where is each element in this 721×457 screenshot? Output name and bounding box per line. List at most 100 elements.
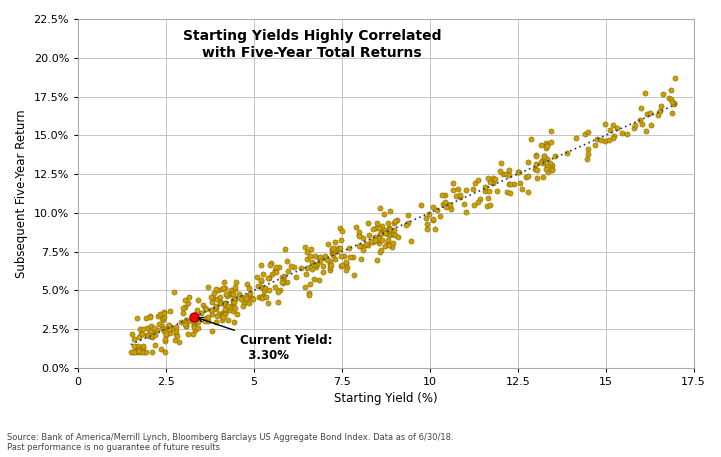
Point <box>300 244 311 251</box>
Point <box>583 150 594 158</box>
Point <box>137 325 149 333</box>
Point <box>278 274 289 282</box>
Point <box>384 207 396 215</box>
Point <box>255 277 266 284</box>
Point <box>541 155 553 162</box>
Point <box>157 317 169 324</box>
Point <box>531 160 542 168</box>
Point <box>258 287 270 295</box>
Point <box>195 309 206 316</box>
Point <box>331 247 342 255</box>
Point <box>281 279 293 286</box>
Point <box>180 303 191 311</box>
Point <box>158 308 169 316</box>
Point <box>376 223 388 230</box>
Point <box>540 165 552 172</box>
Point <box>583 145 594 152</box>
Point <box>544 160 555 167</box>
Point <box>406 237 417 244</box>
Point <box>340 260 352 267</box>
Point <box>309 253 321 260</box>
Point <box>257 270 268 277</box>
Point <box>313 276 324 284</box>
Point <box>503 181 515 188</box>
Point <box>479 183 491 191</box>
Point <box>218 278 230 286</box>
Point <box>219 300 231 307</box>
Point <box>156 314 167 322</box>
Point <box>445 206 456 213</box>
Point <box>228 298 239 305</box>
Point <box>500 170 512 177</box>
Point <box>472 176 484 184</box>
Point <box>138 342 149 350</box>
Point <box>538 159 549 167</box>
Point <box>155 310 167 318</box>
Point <box>603 127 615 134</box>
Point <box>255 293 266 300</box>
Point <box>138 343 149 350</box>
Point <box>314 257 326 265</box>
Point <box>160 331 172 339</box>
Point <box>314 253 326 260</box>
Point <box>337 228 348 235</box>
Point <box>666 98 678 106</box>
Point <box>421 225 433 233</box>
Point <box>472 198 484 206</box>
Point <box>303 289 314 297</box>
Point <box>579 131 590 138</box>
Point <box>133 333 144 340</box>
Point <box>547 165 558 173</box>
Point <box>288 264 300 271</box>
Point <box>191 307 203 314</box>
Point <box>495 159 507 167</box>
Point <box>251 274 262 281</box>
Point <box>454 191 466 199</box>
Point <box>373 225 385 232</box>
Point <box>428 216 439 223</box>
Point <box>280 258 292 265</box>
Point <box>382 230 394 238</box>
Point <box>202 317 213 324</box>
Point <box>535 141 547 149</box>
Point <box>655 107 666 115</box>
Point <box>335 244 346 252</box>
Point <box>367 225 379 233</box>
Point <box>210 304 221 312</box>
Text: Source: Bank of America/Merrill Lynch, Bloomberg Barclays US Aggregate Bond Inde: Source: Bank of America/Merrill Lynch, B… <box>7 433 454 452</box>
Point <box>295 264 306 271</box>
Point <box>668 101 680 108</box>
Point <box>327 251 339 258</box>
Point <box>420 214 432 221</box>
Point <box>132 346 143 354</box>
Point <box>202 313 213 320</box>
Point <box>384 232 396 239</box>
Point <box>636 104 647 112</box>
Point <box>382 236 394 244</box>
Point <box>338 252 350 259</box>
Point <box>608 134 619 141</box>
Point <box>141 324 153 331</box>
Point <box>639 90 650 97</box>
Point <box>415 202 426 209</box>
Point <box>193 324 204 332</box>
Point <box>270 266 281 274</box>
Point <box>460 208 472 215</box>
Point <box>237 293 249 301</box>
Point <box>166 326 177 333</box>
Point <box>220 305 231 313</box>
Point <box>216 300 227 307</box>
Point <box>255 261 267 268</box>
Point <box>621 131 632 138</box>
Point <box>182 331 194 338</box>
Point <box>149 341 161 349</box>
Point <box>487 180 499 187</box>
Point <box>138 349 149 356</box>
Point <box>182 293 194 300</box>
Point <box>228 296 239 303</box>
Point <box>242 294 253 302</box>
Point <box>291 274 302 281</box>
Point <box>163 324 174 331</box>
Point <box>179 320 190 327</box>
Point <box>149 324 160 332</box>
